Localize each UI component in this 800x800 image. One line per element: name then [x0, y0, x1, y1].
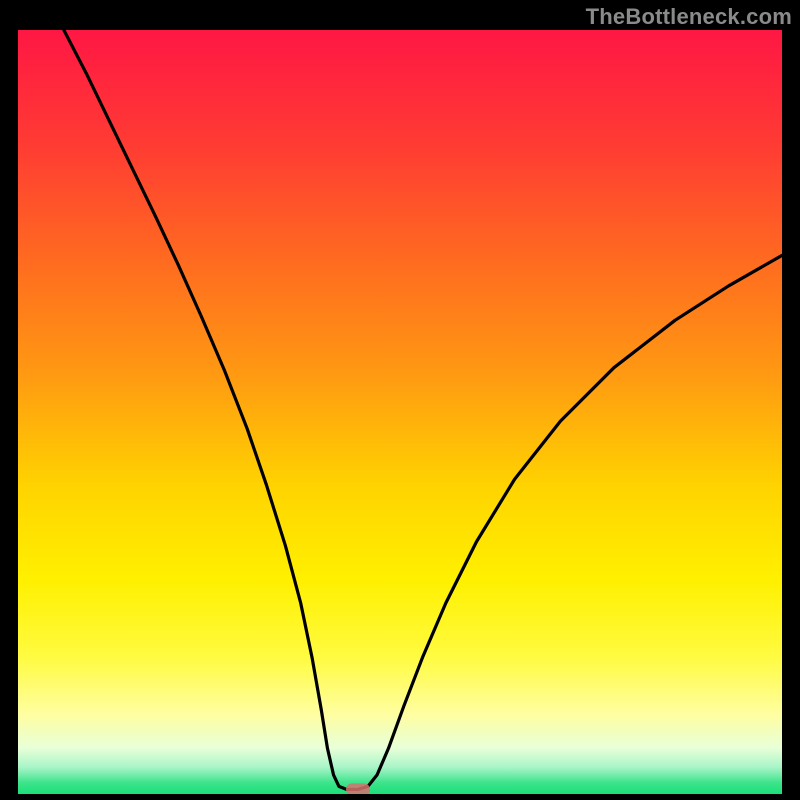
plot-background — [18, 30, 782, 794]
chart-container: TheBottleneck.com — [0, 0, 800, 800]
optimum-marker — [346, 783, 370, 795]
watermark-label: TheBottleneck.com — [586, 4, 792, 30]
bottleneck-chart — [0, 0, 800, 800]
